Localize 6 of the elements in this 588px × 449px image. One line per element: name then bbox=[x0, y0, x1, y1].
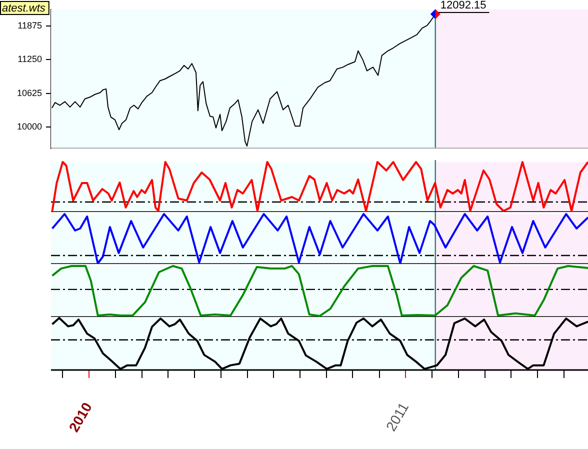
y-tick-label: 11250 bbox=[18, 54, 42, 64]
text: atest.wts bbox=[2, 2, 46, 15]
annotation: 12092.15 bbox=[440, 0, 486, 12]
y-tick-label: 10000 bbox=[16, 122, 42, 132]
y-tick-label: 10625 bbox=[16, 88, 42, 98]
y-tick-label: 11875 bbox=[18, 20, 42, 30]
